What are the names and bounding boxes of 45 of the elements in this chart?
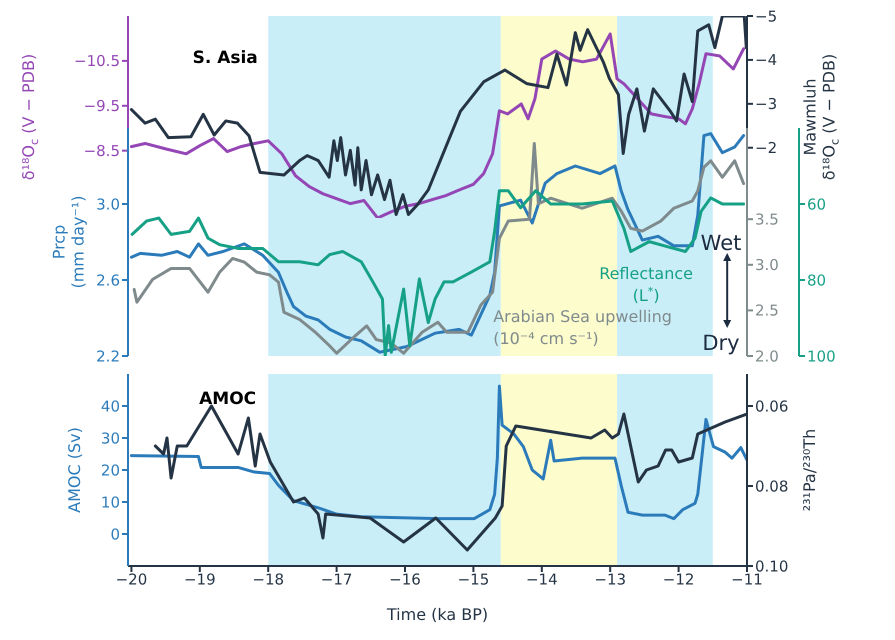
x-axis-title: Time (ka BP) — [386, 605, 488, 624]
series-label: Arabian Sea upwelling (10⁻⁴ cm s⁻¹) — [493, 307, 672, 348]
y-axis-title: Prcp (mm day⁻¹) — [49, 195, 87, 289]
y-tick-label: 30 — [100, 429, 120, 448]
series-label: Reflectance (L$^{*}$) — [599, 264, 694, 306]
y-tick-label: 0 — [110, 525, 120, 544]
y2-tick-label: 2.5 — [755, 302, 779, 320]
y3-tick-label: 100 — [807, 347, 836, 366]
x-tick-label: −20 — [116, 570, 148, 589]
y-tick-label: 10 — [100, 493, 120, 512]
y3-tick-label: 60 — [807, 195, 826, 214]
y2-tick-label: 0.08 — [755, 477, 788, 496]
y2-tick-label: 3.0 — [755, 256, 779, 274]
y2-tick-label: −5 — [755, 7, 778, 26]
x-tick-label: −19 — [184, 570, 216, 589]
y2-tick-label: 0.06 — [755, 397, 788, 416]
y-tick-label: −10.5 — [74, 52, 120, 70]
x-tick-label: −16 — [389, 570, 421, 589]
y-tick-label: 20 — [100, 461, 120, 480]
y3-tick-label: 80 — [807, 271, 826, 290]
y2-tick-label: −4 — [755, 51, 778, 70]
y-tick-label: 3.0 — [96, 195, 120, 214]
y-tick-label: 40 — [100, 397, 120, 416]
x-tick-label: −12 — [662, 570, 694, 589]
y2-tick-label: 2.0 — [755, 347, 779, 366]
y-axis-title: AMOC (Sv) — [64, 427, 84, 513]
y-tick-label: −9.5 — [84, 97, 120, 116]
x-tick-label: −17 — [320, 570, 352, 589]
text: S. Asia — [192, 48, 258, 68]
y2-tick-label: −3 — [755, 95, 778, 114]
x-tick-label: −14 — [526, 570, 558, 589]
y-tick-label: 2.2 — [96, 347, 120, 366]
annotation: Dry — [702, 331, 740, 356]
x-tick-label: −15 — [458, 570, 490, 589]
text: AMOC — [199, 388, 256, 409]
y2-axis-title: ²³¹Pa/²³⁰Th — [800, 428, 818, 512]
line-series — [130, 189, 746, 356]
y2-tick-label: −2 — [755, 139, 778, 158]
y-tick-label: −8.5 — [84, 142, 120, 160]
y2-tick-label: 3.5 — [755, 210, 779, 229]
annotation: Wet — [700, 230, 742, 255]
x-tick-label: −18 — [252, 570, 284, 589]
x-tick-label: −13 — [594, 570, 626, 589]
y-tick-label: 2.6 — [96, 271, 120, 290]
x-tick-label: −11 — [731, 570, 763, 589]
